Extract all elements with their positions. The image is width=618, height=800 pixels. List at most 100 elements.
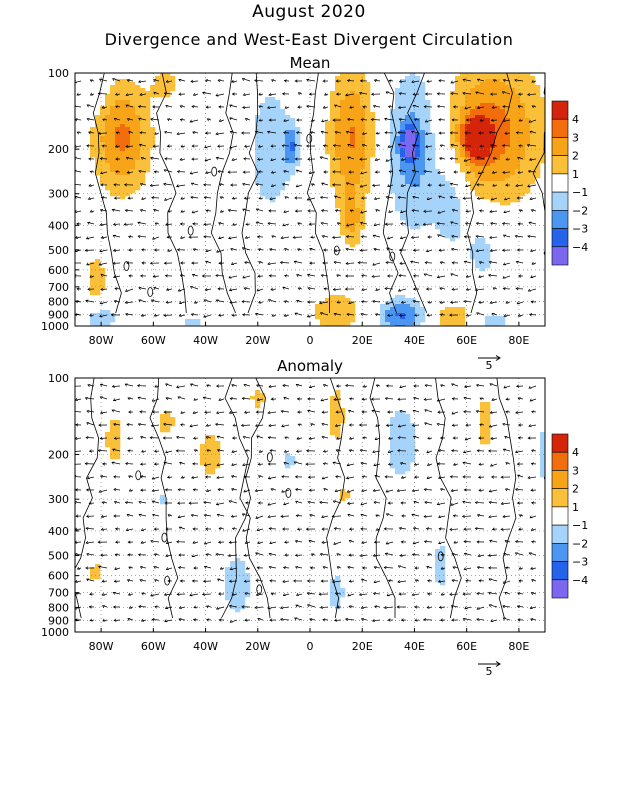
vector-head [284, 397, 287, 399]
shade-cell [370, 154, 375, 157]
shade-cell [105, 319, 110, 322]
shade-cell [135, 124, 140, 127]
shade-cell [415, 151, 420, 154]
shade-cell [235, 576, 240, 579]
shade-cell [110, 151, 115, 154]
shade-cell [105, 133, 110, 136]
shade-cell [535, 151, 540, 154]
shade-cell [110, 109, 115, 112]
vector-head [245, 236, 248, 238]
shade-cell [285, 163, 290, 166]
shade-cell [480, 85, 485, 88]
shade-cell [475, 139, 480, 142]
shade-cell [455, 322, 460, 325]
vector-head [178, 397, 181, 399]
shade-cell [350, 85, 355, 88]
shade-cell [335, 100, 340, 103]
shade-cell [145, 124, 150, 127]
shade-cell [390, 133, 395, 136]
shade-cell [520, 166, 525, 169]
shade-cell [240, 585, 245, 588]
vector-head [298, 93, 301, 95]
shade-cell [115, 136, 120, 139]
vector-head [530, 197, 532, 199]
shade-cell [480, 238, 485, 241]
shade-cell [480, 265, 485, 268]
shade-cell [340, 495, 345, 498]
shade-cell [335, 151, 340, 154]
shade-cell [325, 121, 330, 124]
vector-head [285, 197, 288, 199]
shade-cell [115, 148, 120, 151]
shade-cell [470, 127, 475, 130]
shade-cell [495, 94, 500, 97]
shade-cell [455, 142, 460, 145]
shade-cell [475, 127, 480, 130]
shade-cell [340, 214, 345, 217]
x-tick-label: 20E [352, 334, 373, 347]
shade-cell [135, 184, 140, 187]
shade-cell [270, 187, 275, 190]
shade-cell [520, 121, 525, 124]
shade-cell [345, 208, 350, 211]
shade-cell [450, 226, 455, 229]
shade-cell [495, 169, 500, 172]
shade-cell [495, 124, 500, 127]
shade-cell [135, 94, 140, 97]
shade-cell [495, 175, 500, 178]
shade-cell [395, 112, 400, 115]
shade-cell [355, 175, 360, 178]
shade-cell [345, 139, 350, 142]
shade-cell [390, 420, 395, 423]
shade-cell [525, 148, 530, 151]
shade-cell [275, 127, 280, 130]
shade-cell [340, 307, 345, 310]
shade-cell [355, 172, 360, 175]
shade-cell [325, 151, 330, 154]
shade-cell [505, 97, 510, 100]
shade-cell [415, 319, 420, 322]
shade-cell [405, 154, 410, 157]
vector-head [233, 424, 235, 426]
shade-cell [420, 124, 425, 127]
shade-cell [480, 100, 485, 103]
shade-cell [140, 148, 145, 151]
shade-cell [145, 145, 150, 148]
vector-head [414, 463, 416, 465]
vector-head [190, 120, 193, 122]
shade-cell [170, 82, 175, 85]
shade-cell [350, 229, 355, 232]
shade-cell [105, 444, 110, 447]
shade-cell [340, 121, 345, 124]
shade-cell [360, 226, 365, 229]
shade-cell [440, 217, 445, 220]
shade-cell [330, 151, 335, 154]
shade-cell [500, 151, 505, 154]
shade-cell [440, 310, 445, 313]
shade-cell [400, 103, 405, 106]
shade-cell [395, 444, 400, 447]
shade-cell [145, 142, 150, 145]
shade-cell [485, 181, 490, 184]
shade-cell [385, 322, 390, 325]
shade-cell [330, 417, 335, 420]
shade-cell [280, 154, 285, 157]
shade-cell [425, 178, 430, 181]
vector-head [399, 289, 402, 291]
shade-cell [390, 444, 395, 447]
wind-vector [242, 425, 250, 426]
shade-cell [365, 154, 370, 157]
shade-cell [440, 178, 445, 181]
shade-cell [285, 456, 290, 459]
shade-cell [360, 214, 365, 217]
vector-head [193, 274, 196, 276]
shade-cell [365, 187, 370, 190]
vector-head [464, 451, 467, 453]
shade-cell [530, 154, 535, 157]
shade-cell [490, 316, 495, 319]
shade-cell [335, 115, 340, 118]
shade-cell [475, 190, 480, 193]
shade-cell [245, 576, 250, 579]
shade-cell [270, 154, 275, 157]
shade-cell [455, 88, 460, 91]
